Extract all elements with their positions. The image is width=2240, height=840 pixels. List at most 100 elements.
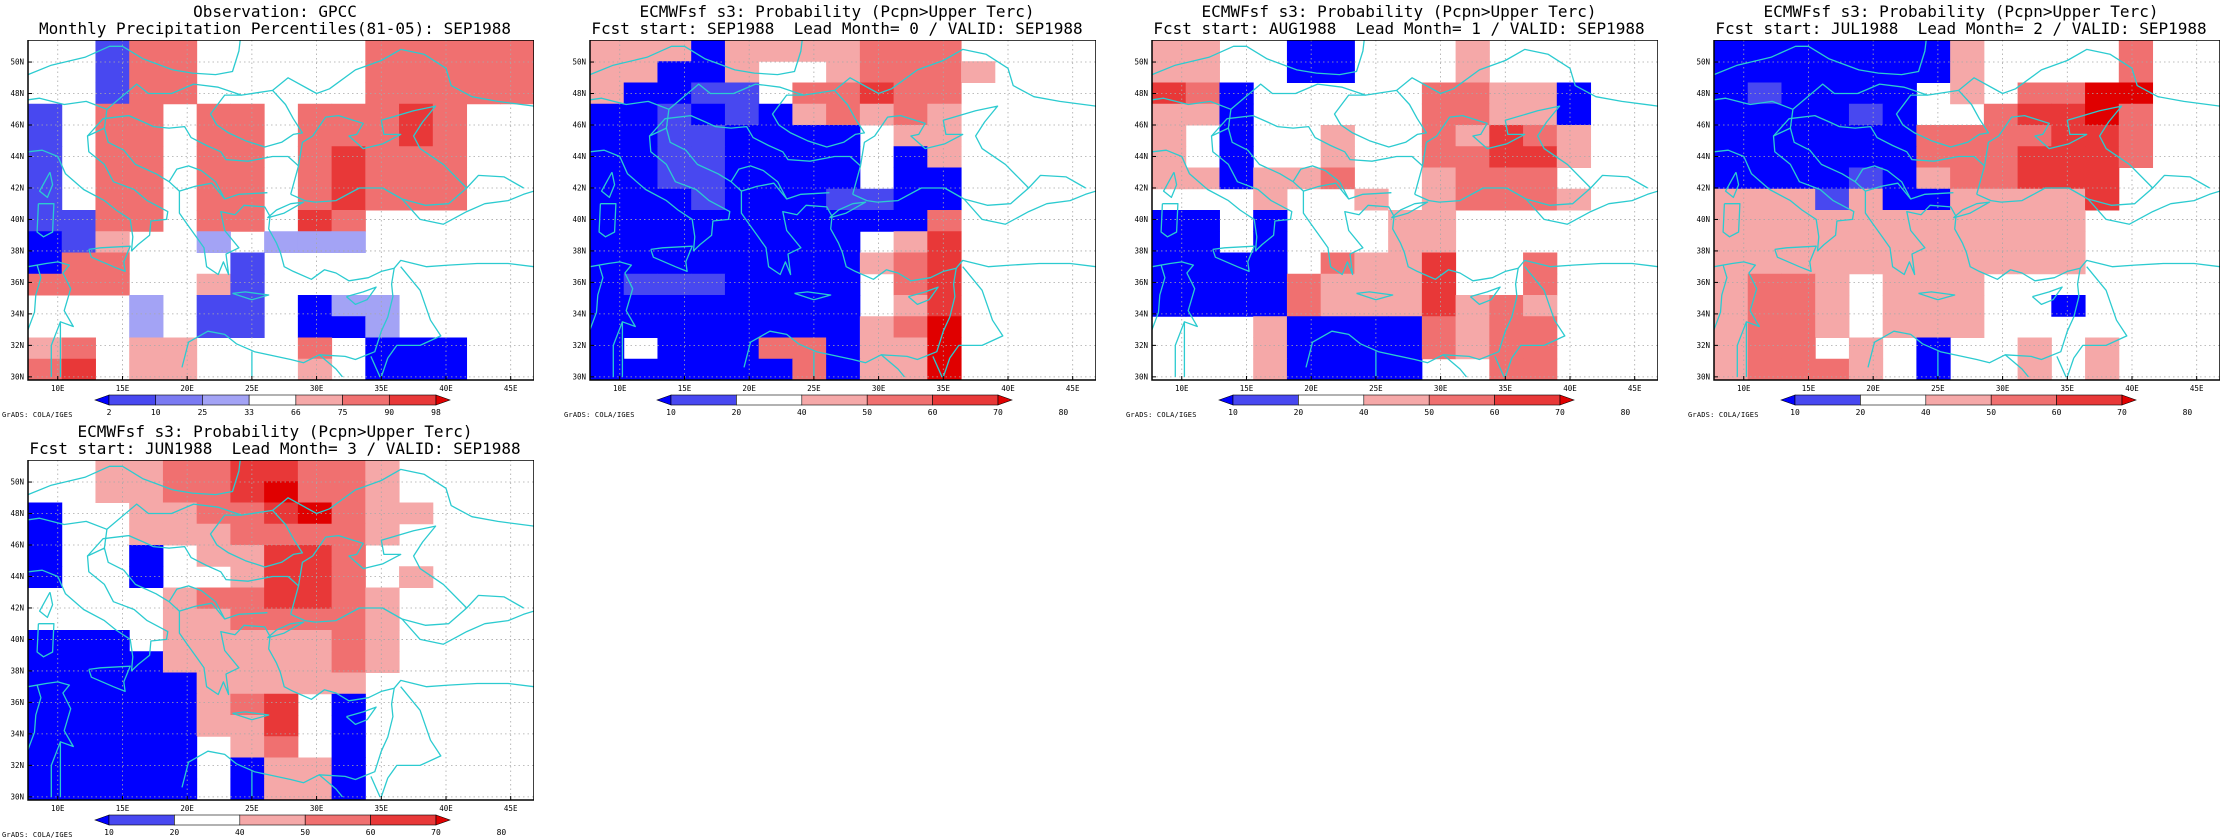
colorbar-end-high bbox=[435, 814, 451, 826]
coastline bbox=[36, 623, 55, 658]
precip-cell bbox=[657, 188, 692, 211]
precip-cell bbox=[129, 167, 164, 190]
precip-cell bbox=[893, 146, 928, 168]
precip-cell bbox=[1848, 188, 1884, 211]
precip-cell bbox=[399, 358, 434, 381]
coastline bbox=[27, 681, 74, 797]
precip-cell bbox=[129, 481, 164, 503]
colorbar-box bbox=[801, 394, 868, 406]
precip-cell bbox=[162, 460, 198, 482]
precip-cell bbox=[95, 736, 130, 758]
precip-cell bbox=[95, 231, 130, 253]
colorbar-box bbox=[1428, 394, 1495, 406]
precip-cell bbox=[95, 630, 130, 652]
precip-cell bbox=[1916, 167, 1951, 190]
precip-cell bbox=[95, 82, 130, 105]
map-plot: 50N 48N 46N 44N 42N 40N 38N 36N 34N 32N 30N 10E 15E 2… bbox=[10, 460, 534, 813]
precip-cell bbox=[399, 61, 434, 83]
lon-tick-label: 20E bbox=[180, 384, 194, 393]
precip-cell bbox=[1916, 125, 1951, 147]
precip-cell bbox=[399, 125, 434, 147]
coastline bbox=[36, 203, 55, 238]
precip-cell bbox=[691, 61, 726, 83]
precip-cell bbox=[28, 715, 63, 737]
precip-cell bbox=[1882, 210, 1917, 232]
precip-cell bbox=[724, 103, 760, 126]
precip-cell bbox=[129, 757, 164, 780]
precip-cell bbox=[1815, 231, 1850, 253]
precip-cell bbox=[500, 61, 534, 83]
lon-tick-label: 45E bbox=[1628, 384, 1642, 393]
precip-cell bbox=[129, 778, 164, 801]
precip-cell bbox=[1219, 252, 1254, 275]
coastline bbox=[88, 665, 131, 693]
precip-cell bbox=[1320, 146, 1355, 168]
lon-tick-label: 25E bbox=[1369, 384, 1383, 393]
lat-tick-label: 36N bbox=[1696, 278, 1710, 287]
lon-tick-label: 40E bbox=[2125, 384, 2139, 393]
colorbar-label: 80 bbox=[497, 828, 507, 837]
precip-cell bbox=[399, 146, 434, 168]
grads-credit: GrADS: COLA/IGES bbox=[564, 411, 635, 419]
precip-cell bbox=[792, 103, 827, 126]
coastline bbox=[1918, 291, 1956, 301]
precip-cell bbox=[1354, 295, 1389, 317]
precip-cell bbox=[1523, 358, 1558, 381]
precip-cell bbox=[623, 358, 658, 381]
precip-cell bbox=[61, 231, 96, 253]
coastline bbox=[589, 127, 957, 368]
precip-cell bbox=[95, 61, 130, 83]
precip-cell bbox=[230, 587, 265, 610]
precip-cell bbox=[792, 358, 827, 381]
precip-cell bbox=[365, 61, 400, 83]
precip-cell bbox=[792, 188, 827, 211]
precip-cell bbox=[792, 273, 827, 296]
precip-cell bbox=[657, 146, 692, 168]
precip-cell bbox=[1950, 125, 1985, 147]
precip-cell bbox=[1747, 358, 1782, 381]
precip-cell bbox=[826, 167, 861, 190]
precip-cell bbox=[162, 587, 198, 610]
colorbar-label: 40 bbox=[797, 408, 807, 417]
colorbar-label: 70 bbox=[1555, 408, 1565, 417]
precip-cell bbox=[331, 608, 366, 631]
precip-cell bbox=[162, 481, 198, 503]
lon-tick-label: 15E bbox=[678, 384, 692, 393]
panel-title-2: Fcst start: JUL1988 Lead Month= 2 / VALI… bbox=[1715, 19, 2207, 38]
precip-cell bbox=[1747, 337, 1782, 360]
precip-cell bbox=[1714, 61, 1749, 83]
precip-cell bbox=[1781, 358, 1816, 381]
precip-cell bbox=[1950, 210, 1985, 232]
precip-cell bbox=[61, 252, 96, 275]
precip-cell bbox=[264, 693, 299, 716]
precip-cell bbox=[1983, 231, 2019, 253]
lat-tick-label: 42N bbox=[10, 603, 24, 612]
precip-cell bbox=[657, 358, 692, 381]
precip-cell bbox=[1185, 103, 1220, 126]
lon-tick-label: 25E bbox=[245, 804, 259, 813]
precip-cell bbox=[230, 146, 265, 168]
precip-cell bbox=[2085, 125, 2120, 147]
precip-cell bbox=[826, 316, 861, 338]
colorbar-box bbox=[1363, 394, 1430, 406]
precip-cell bbox=[297, 481, 333, 503]
colorbar-label: 40 bbox=[235, 828, 245, 837]
colorbar-label: 70 bbox=[2117, 408, 2127, 417]
precip-cell bbox=[1455, 295, 1490, 317]
lat-tick-label: 38N bbox=[1696, 246, 1710, 255]
precip-cell bbox=[1882, 295, 1917, 317]
coastline bbox=[1162, 171, 1178, 199]
coastline bbox=[2004, 354, 2030, 378]
precip-cell bbox=[1320, 337, 1355, 360]
precip-cell bbox=[1455, 188, 1490, 211]
precip-cell bbox=[1354, 188, 1389, 211]
precip-cell bbox=[758, 188, 793, 211]
precip-cell bbox=[1388, 210, 1423, 232]
lon-tick-label: 20E bbox=[1866, 384, 1880, 393]
precip-cell bbox=[230, 523, 265, 546]
coastline bbox=[1854, 165, 1912, 200]
lon-tick-label: 30E bbox=[1434, 384, 1448, 393]
precip-cell bbox=[129, 545, 164, 567]
coastline bbox=[1151, 45, 1247, 76]
coastline bbox=[38, 591, 54, 619]
